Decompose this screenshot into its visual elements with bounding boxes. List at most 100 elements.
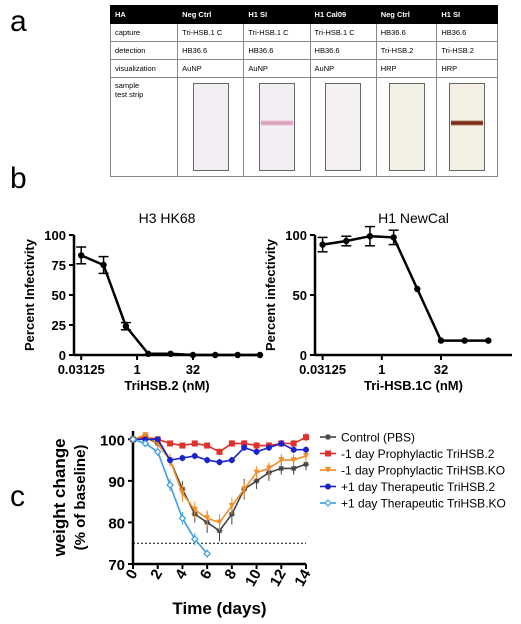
table-cell: HRP bbox=[436, 59, 498, 78]
data-point bbox=[290, 446, 297, 453]
data-point bbox=[145, 350, 152, 357]
y-tick-label: 70 bbox=[108, 557, 125, 574]
test-strip bbox=[388, 83, 425, 171]
table-row: detection HB36.6 HB36.6 HB36.6 Tri-HSB.2… bbox=[109, 41, 498, 60]
table-cell: HB36.6 bbox=[177, 41, 245, 60]
data-point bbox=[343, 237, 350, 245]
data-point bbox=[212, 351, 219, 359]
table-cell: Tri-HSB.1 C bbox=[309, 23, 377, 42]
data-point bbox=[167, 440, 174, 447]
series-line bbox=[322, 234, 489, 342]
y-axis-label: Percent infectivity bbox=[265, 238, 278, 351]
header-cell: Neg Ctrl bbox=[177, 5, 245, 24]
series-line bbox=[132, 434, 307, 524]
data-point bbox=[142, 436, 149, 443]
strip-row-label: sample test strip bbox=[109, 77, 179, 177]
panel-letter-a: a bbox=[10, 5, 27, 38]
x-tick-label: 1 bbox=[378, 362, 385, 377]
data-point bbox=[179, 442, 186, 449]
table-cell: HB36.6 bbox=[375, 23, 438, 42]
legend-label: -1 day Prophylactic TriHSB.2 bbox=[341, 447, 495, 461]
y-tick-label: 90 bbox=[108, 474, 125, 491]
table-cell: HB36.6 bbox=[436, 23, 498, 42]
data-point bbox=[461, 337, 468, 344]
data-point bbox=[178, 514, 187, 523]
x-tick-label: 32 bbox=[186, 362, 200, 377]
assay-table-header: HA Neg Ctrl H1 SI H1 Cal09 Neg Ctrl H1 S… bbox=[109, 5, 498, 24]
data-point bbox=[141, 439, 150, 448]
data-point bbox=[253, 442, 260, 449]
data-point bbox=[154, 436, 161, 443]
legend-label: +1 day Therapeutic TriHSB.KO bbox=[341, 497, 506, 511]
data-point bbox=[191, 440, 198, 447]
data-point bbox=[77, 252, 85, 259]
y-axis-label-units: (% of baseline) bbox=[72, 445, 89, 551]
table-cell: AuNP bbox=[177, 59, 245, 78]
table-row: visualization AuNP AuNP AuNP HRP HRP bbox=[109, 59, 498, 78]
data-point bbox=[142, 432, 149, 439]
data-point bbox=[191, 506, 198, 513]
legend-label: +1 day Therapeutic TriHSB.2 bbox=[341, 480, 496, 494]
data-point bbox=[278, 457, 285, 464]
data-point bbox=[485, 337, 492, 344]
x-tick-label: 14 bbox=[291, 566, 314, 590]
data-point bbox=[253, 477, 260, 484]
data-point bbox=[204, 457, 211, 464]
table-cell: AuNP bbox=[309, 59, 377, 78]
data-point bbox=[129, 435, 137, 444]
x-axis-label: Tri-HSB.1C (nM) bbox=[364, 378, 463, 393]
strip-cell bbox=[436, 77, 498, 177]
table-cell: Tri-HSB.1 C bbox=[177, 23, 245, 42]
panel-letter-c: c bbox=[10, 480, 25, 513]
data-point bbox=[303, 461, 309, 468]
data-point bbox=[167, 457, 174, 464]
test-strip bbox=[449, 83, 486, 171]
data-point bbox=[191, 452, 198, 459]
data-point bbox=[241, 440, 248, 447]
data-point bbox=[325, 434, 331, 440]
data-point bbox=[437, 337, 445, 344]
data-point bbox=[190, 535, 199, 543]
panel-letter-b: b bbox=[10, 162, 27, 195]
strip-cell bbox=[375, 77, 438, 177]
data-point bbox=[203, 549, 211, 558]
data-point bbox=[241, 486, 248, 493]
table-cell: Tri-HSB.1 C bbox=[243, 23, 311, 42]
row-label: capture bbox=[109, 23, 179, 42]
data-point bbox=[303, 446, 309, 453]
y-tick-label: 100 bbox=[44, 228, 66, 243]
data-point bbox=[265, 465, 272, 472]
data-point bbox=[216, 448, 223, 455]
row-label: visualization bbox=[109, 59, 179, 78]
legend-label: -1 day Prophylactic TriHSB.KO bbox=[341, 464, 505, 478]
table-cell: HB36.6 bbox=[243, 41, 311, 60]
header-cell: H1 SI bbox=[436, 5, 498, 24]
data-point bbox=[153, 447, 162, 456]
x-tick-label: 0.03125 bbox=[299, 362, 346, 377]
data-point bbox=[216, 519, 223, 526]
data-point bbox=[290, 440, 297, 447]
y-tick-label: 75 bbox=[52, 258, 66, 273]
strip-label-line2: test strip bbox=[115, 90, 144, 99]
assay-table: HA Neg Ctrl H1 SI H1 Cal09 Neg Ctrl H1 S… bbox=[109, 5, 498, 177]
data-point bbox=[290, 457, 297, 464]
data-point bbox=[366, 233, 374, 240]
y-tick-label: 50 bbox=[293, 288, 307, 303]
y-tick-label: 80 bbox=[108, 515, 125, 532]
data-point bbox=[179, 490, 186, 497]
data-point bbox=[241, 444, 248, 451]
test-strip bbox=[192, 83, 229, 171]
data-point bbox=[228, 457, 235, 464]
chart-title: H3 HK68 bbox=[139, 210, 196, 226]
data-point bbox=[325, 450, 331, 457]
y-tick-label: 50 bbox=[52, 288, 66, 303]
table-row: capture Tri-HSB.1 C Tri-HSB.1 C Tri-HSB.… bbox=[109, 23, 498, 42]
y-tick-label: 25 bbox=[52, 318, 66, 333]
data-point bbox=[319, 241, 326, 248]
data-point bbox=[228, 502, 235, 509]
strip-band bbox=[195, 120, 227, 126]
table-cell: Tri-HSB.2 bbox=[436, 41, 498, 60]
data-point bbox=[253, 448, 260, 455]
data-point bbox=[228, 440, 235, 447]
